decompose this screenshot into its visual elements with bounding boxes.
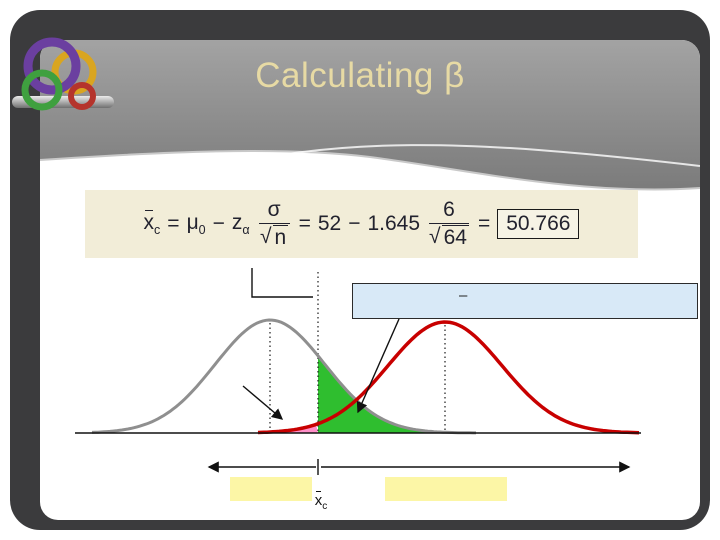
z-alpha-symbol: zα bbox=[231, 210, 250, 238]
critical-value-label: xc bbox=[314, 491, 328, 512]
callout-dash: – bbox=[459, 287, 468, 304]
radical-sign-2: √ bbox=[429, 225, 441, 248]
template-logo bbox=[12, 37, 114, 111]
value-52: 52 bbox=[317, 212, 342, 235]
red-ring bbox=[68, 82, 96, 110]
formula-highlight: xc = μ0 − zα σ √ n = 52 − 1.645 6 √ 64 = 5… bbox=[85, 190, 638, 258]
minus-sign-2: − bbox=[348, 212, 361, 235]
mu-symbol: μ0 bbox=[186, 210, 206, 238]
sigma-over-sqrt-n-fraction: σ √ n bbox=[258, 198, 290, 250]
equals-sign-3: = bbox=[477, 212, 491, 235]
equals-sign-1: = bbox=[167, 212, 180, 235]
result-box: 50.766 bbox=[497, 209, 580, 239]
swoosh-curve-2 bbox=[189, 144, 700, 174]
radical-sign-1: √ bbox=[260, 225, 272, 248]
swoosh-curve-1 bbox=[40, 150, 700, 191]
z-value: 1.645 bbox=[367, 212, 421, 235]
callout-box: – bbox=[352, 283, 698, 319]
six-over-sqrt-64-fraction: 6 √ 64 bbox=[429, 197, 469, 249]
critical-value-equation: xc = μ0 − zα σ √ n = 52 − 1.645 6 √ 64 = 5… bbox=[144, 198, 580, 250]
slide-canvas bbox=[40, 40, 700, 520]
page-title: Calculating β bbox=[255, 56, 465, 95]
label-box-right bbox=[385, 477, 507, 501]
minus-sign-1: − bbox=[212, 212, 225, 235]
purple-ring bbox=[23, 37, 81, 95]
equals-sign-2: = bbox=[298, 212, 311, 235]
green-ring bbox=[21, 69, 63, 111]
label-box-left bbox=[230, 477, 312, 501]
xbar-symbol: xc bbox=[143, 209, 161, 238]
